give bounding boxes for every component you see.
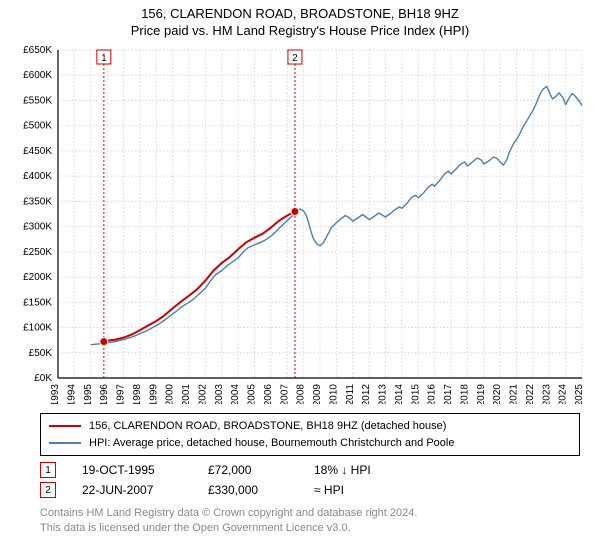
svg-text:1995: 1995 <box>83 384 94 404</box>
svg-text:2009: 2009 <box>312 384 323 404</box>
svg-text:2019: 2019 <box>476 384 487 404</box>
legend-swatch-1 <box>49 425 81 427</box>
svg-text:2003: 2003 <box>214 384 225 404</box>
svg-text:£400K: £400K <box>23 171 52 182</box>
svg-text:2018: 2018 <box>459 384 470 404</box>
marker-table: 1 19-OCT-1995 £72,000 18% ↓ HPI 2 22-JUN… <box>40 462 580 498</box>
svg-text:2013: 2013 <box>378 384 389 404</box>
marker-delta-2: ≈ HPI <box>314 483 344 497</box>
svg-text:2011: 2011 <box>345 384 356 404</box>
svg-text:£150K: £150K <box>23 297 52 308</box>
svg-text:2010: 2010 <box>328 384 339 404</box>
svg-text:2015: 2015 <box>410 384 421 404</box>
svg-text:£100K: £100K <box>23 323 52 334</box>
svg-text:£600K: £600K <box>23 70 52 81</box>
svg-text:2023: 2023 <box>541 384 552 404</box>
svg-text:2006: 2006 <box>263 384 274 404</box>
legend-label-2: HPI: Average price, detached house, Bour… <box>89 435 454 452</box>
marker-date-1: 19-OCT-1995 <box>82 463 182 477</box>
svg-text:1994: 1994 <box>66 384 77 404</box>
marker-price-1: £72,000 <box>208 463 288 477</box>
price-chart: £0K £50K £100K £150K £200K £250K £300K £350K £40… <box>8 44 592 404</box>
svg-text:2001: 2001 <box>181 384 192 404</box>
svg-text:2007: 2007 <box>279 384 290 404</box>
copyright: Contains HM Land Registry data © Crown c… <box>40 506 580 536</box>
svg-text:2000: 2000 <box>165 384 176 404</box>
marker-box-1: 1 <box>40 462 56 478</box>
marker-box-2: 2 <box>40 482 56 498</box>
svg-text:1999: 1999 <box>148 384 159 404</box>
marker-delta-1: 18% ↓ HPI <box>314 463 371 477</box>
svg-text:1997: 1997 <box>116 384 127 404</box>
svg-text:2021: 2021 <box>509 384 520 404</box>
svg-text:1: 1 <box>101 53 107 64</box>
svg-text:2014: 2014 <box>394 384 405 404</box>
svg-text:2008: 2008 <box>296 384 307 404</box>
svg-text:2005: 2005 <box>247 384 258 404</box>
chart-title-address: 156, CLARENDON ROAD, BROADSTONE, BH18 9H… <box>0 6 600 21</box>
svg-text:1993: 1993 <box>50 384 61 404</box>
svg-text:2017: 2017 <box>443 384 454 404</box>
legend-swatch-2 <box>49 442 81 444</box>
svg-text:2020: 2020 <box>492 384 503 404</box>
svg-text:2: 2 <box>292 53 298 64</box>
svg-text:2004: 2004 <box>230 384 241 404</box>
marker-date-2: 22-JUN-2007 <box>82 483 182 497</box>
svg-text:2025: 2025 <box>574 384 585 404</box>
svg-text:£50K: £50K <box>29 348 53 359</box>
svg-text:£0K: £0K <box>34 373 52 384</box>
svg-text:£650K: £650K <box>23 45 52 56</box>
svg-text:2022: 2022 <box>525 384 536 404</box>
chart-title-sub: Price paid vs. HM Land Registry's House … <box>0 23 600 38</box>
svg-text:2016: 2016 <box>427 384 438 404</box>
svg-text:2012: 2012 <box>361 384 372 404</box>
svg-text:£550K: £550K <box>23 95 52 106</box>
svg-text:£500K: £500K <box>23 121 52 132</box>
svg-text:£450K: £450K <box>23 146 52 157</box>
svg-text:1996: 1996 <box>99 384 110 404</box>
legend: 156, CLARENDON ROAD, BROADSTONE, BH18 9H… <box>40 413 580 456</box>
legend-label-1: 156, CLARENDON ROAD, BROADSTONE, BH18 9H… <box>89 418 446 435</box>
copyright-line2: This data is licensed under the Open Gov… <box>40 521 580 536</box>
copyright-line1: Contains HM Land Registry data © Crown c… <box>40 506 580 521</box>
svg-text:£200K: £200K <box>23 272 52 283</box>
svg-text:£300K: £300K <box>23 222 52 233</box>
svg-text:2024: 2024 <box>558 384 569 404</box>
svg-text:1998: 1998 <box>132 384 143 404</box>
svg-text:£350K: £350K <box>23 196 52 207</box>
marker-price-2: £330,000 <box>208 483 288 497</box>
svg-text:£250K: £250K <box>23 247 52 258</box>
svg-text:2002: 2002 <box>197 384 208 404</box>
